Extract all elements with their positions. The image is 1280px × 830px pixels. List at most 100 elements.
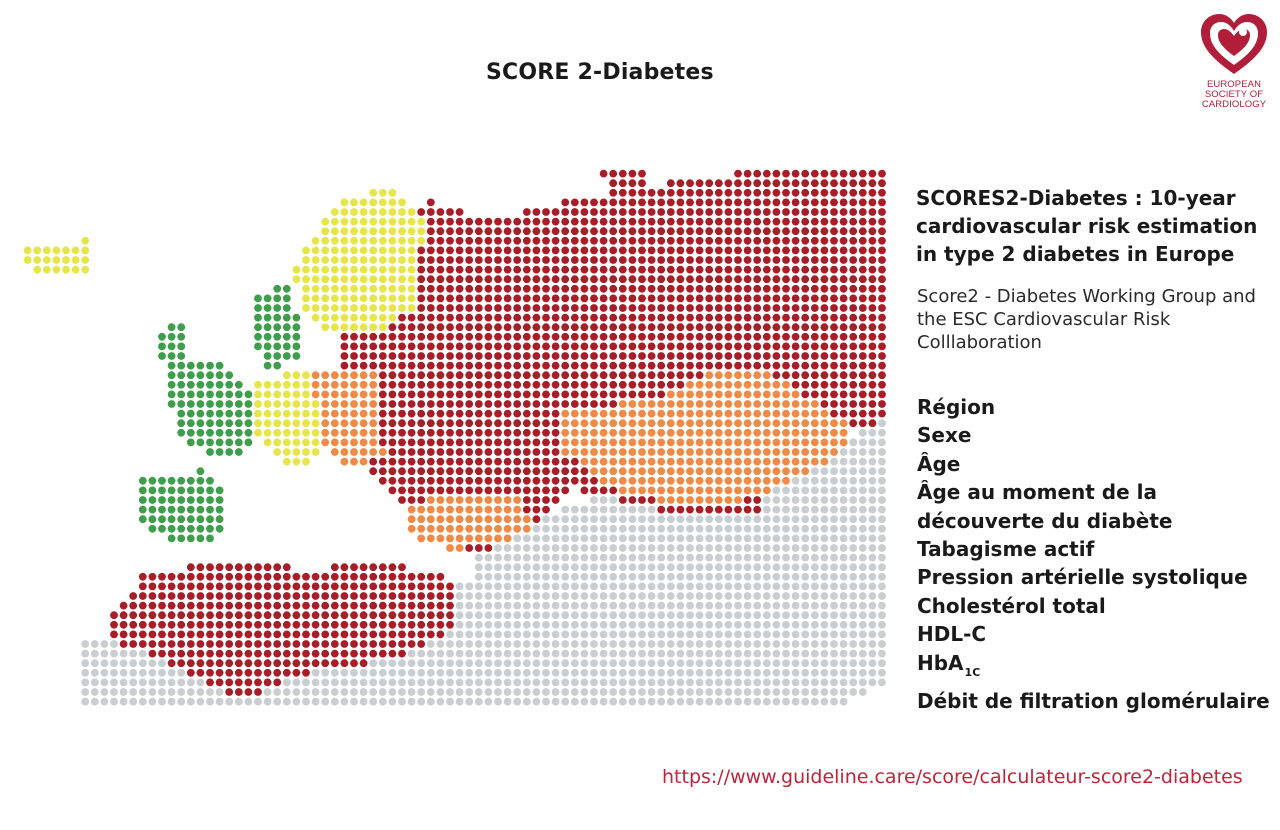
map-dot bbox=[148, 620, 157, 629]
map-dot bbox=[177, 572, 186, 581]
map-dot bbox=[292, 438, 301, 447]
map-dot bbox=[570, 208, 579, 216]
map-dot bbox=[359, 563, 368, 572]
map-dot bbox=[743, 188, 752, 197]
map-dot bbox=[743, 371, 752, 380]
calculator-url-link[interactable]: https://www.guideline.care/score/calcula… bbox=[662, 766, 1243, 788]
map-dot bbox=[570, 438, 579, 447]
map-dot bbox=[686, 697, 694, 706]
map-dot bbox=[666, 611, 675, 620]
map-dot bbox=[244, 428, 253, 437]
map-dot bbox=[465, 256, 474, 264]
map-dot bbox=[868, 534, 877, 543]
map-dot bbox=[522, 352, 531, 360]
map-dot bbox=[436, 323, 445, 332]
map-dot bbox=[340, 371, 349, 380]
map-dot bbox=[743, 486, 752, 495]
map-dot bbox=[292, 630, 301, 639]
map-dot bbox=[311, 409, 320, 418]
map-dot bbox=[446, 457, 454, 466]
map-dot bbox=[618, 188, 627, 197]
map-dot bbox=[743, 572, 752, 581]
map-dot bbox=[465, 227, 474, 236]
map-dot bbox=[350, 572, 358, 581]
map-dot bbox=[129, 697, 138, 706]
map-dot bbox=[206, 678, 214, 687]
map-dot bbox=[772, 534, 781, 543]
map-dot bbox=[551, 448, 560, 456]
map-dot bbox=[282, 678, 291, 687]
map-dot bbox=[196, 688, 205, 696]
map-dot bbox=[839, 371, 848, 380]
map-dot bbox=[724, 496, 733, 504]
map-dot bbox=[743, 256, 752, 264]
map-dot bbox=[311, 284, 320, 293]
map-dot bbox=[618, 294, 627, 303]
map-dot bbox=[378, 409, 387, 418]
map-dot bbox=[839, 169, 848, 178]
map-dot bbox=[455, 361, 464, 370]
map-dot bbox=[878, 438, 886, 447]
map-dot bbox=[618, 361, 627, 370]
map-dot bbox=[273, 572, 282, 581]
map-dot bbox=[532, 208, 541, 216]
map-dot bbox=[100, 688, 109, 696]
map-dot bbox=[177, 688, 186, 696]
map-dot bbox=[686, 630, 694, 639]
map-dot bbox=[513, 400, 522, 408]
map-dot bbox=[609, 668, 618, 677]
map-dot bbox=[868, 352, 877, 360]
map-dot bbox=[359, 371, 368, 380]
map-dot bbox=[474, 352, 483, 360]
map-dot bbox=[196, 524, 205, 533]
map-dot bbox=[407, 361, 416, 370]
map-dot bbox=[791, 563, 800, 572]
map-dot bbox=[484, 601, 493, 610]
map-dot bbox=[206, 620, 214, 629]
map-dot bbox=[484, 361, 493, 370]
map-dot bbox=[772, 467, 781, 476]
map-dot bbox=[858, 668, 867, 677]
map-dot bbox=[676, 265, 685, 274]
map-dot bbox=[782, 256, 790, 264]
map-dot bbox=[369, 563, 378, 572]
map-dot bbox=[810, 208, 819, 216]
map-dot bbox=[129, 630, 138, 639]
map-dot bbox=[513, 275, 522, 284]
map-dot bbox=[762, 467, 771, 476]
map-dot bbox=[311, 649, 320, 658]
map-dot bbox=[734, 505, 742, 514]
map-dot bbox=[474, 553, 483, 562]
map-dot bbox=[676, 284, 685, 293]
map-dot bbox=[561, 524, 570, 533]
map-dot bbox=[839, 678, 848, 687]
map-dot bbox=[311, 697, 320, 706]
map-dot bbox=[532, 380, 541, 389]
map-dot bbox=[878, 419, 886, 428]
map-dot bbox=[666, 227, 675, 236]
map-dot bbox=[484, 486, 493, 495]
map-dot bbox=[263, 313, 272, 322]
map-dot bbox=[513, 428, 522, 437]
map-dot bbox=[234, 582, 243, 591]
map-dot bbox=[839, 505, 848, 514]
map-dot bbox=[810, 313, 819, 322]
map-dot bbox=[839, 400, 848, 408]
map-dot bbox=[657, 361, 666, 370]
map-dot bbox=[714, 265, 723, 274]
map-dot bbox=[465, 486, 474, 495]
map-dot bbox=[638, 582, 646, 591]
map-dot bbox=[263, 611, 272, 620]
map-dot bbox=[234, 601, 243, 610]
map-dot bbox=[196, 620, 205, 629]
map-dot bbox=[167, 332, 176, 341]
map-dot bbox=[638, 275, 646, 284]
map-dot bbox=[330, 409, 339, 418]
map-dot bbox=[810, 227, 819, 236]
map-dot bbox=[551, 275, 560, 284]
map-dot bbox=[542, 256, 550, 264]
map-dot bbox=[724, 688, 733, 696]
map-dot bbox=[465, 640, 474, 648]
map-dot bbox=[599, 169, 608, 178]
map-dot bbox=[676, 553, 685, 562]
